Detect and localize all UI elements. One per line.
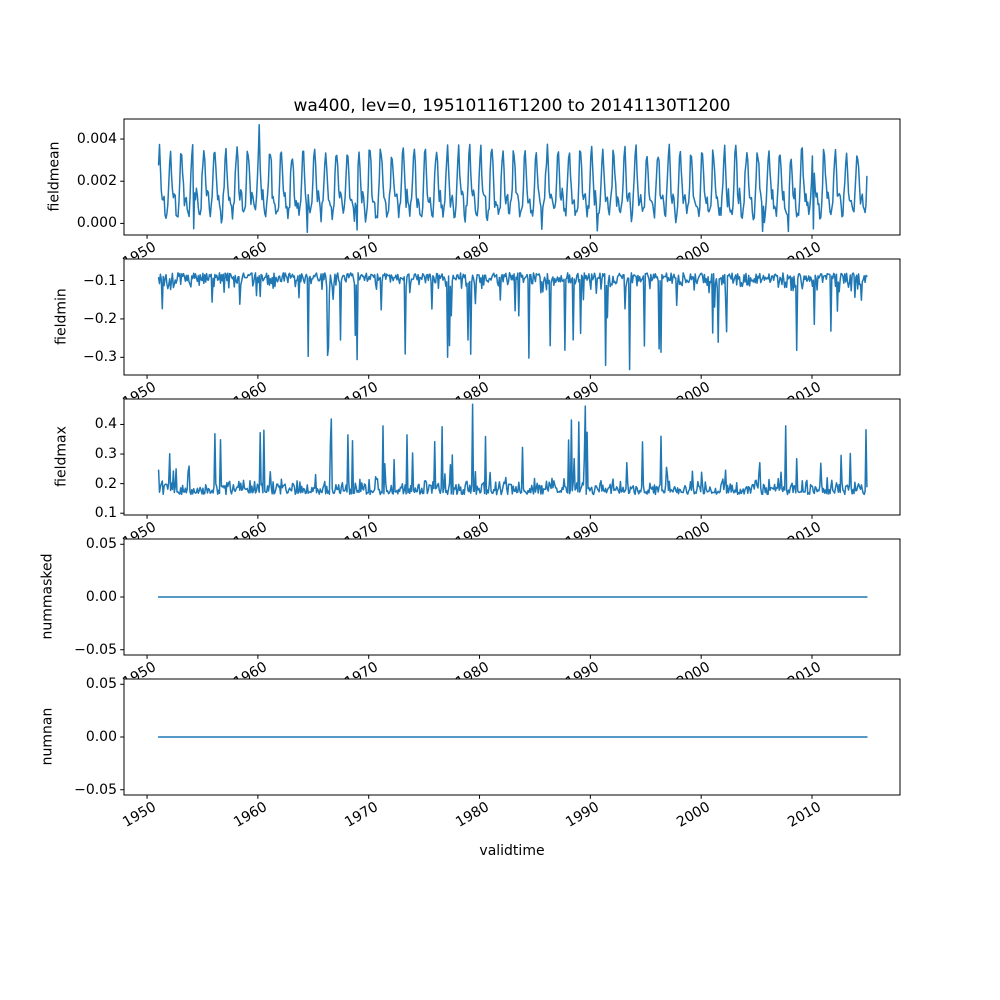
y-tick-label: 0.000 (76, 215, 117, 232)
x-tick-label: 1970 (341, 659, 381, 691)
x-tick-label: 1980 (452, 239, 492, 271)
x-tick-label: 1960 (231, 799, 270, 831)
x-tick-label: 1990 (563, 379, 603, 411)
x-tick-label: 1990 (563, 799, 603, 831)
x-tick-label: 1970 (341, 799, 381, 831)
y-tick-label: 0.00 (85, 589, 117, 605)
x-tick-label: 1970 (341, 519, 381, 551)
x-axis-label: validtime (479, 843, 545, 859)
x-tick-label: 2010 (785, 519, 824, 551)
x-tick-label: 2010 (785, 239, 824, 271)
y-tick-label: 0.1 (94, 505, 117, 522)
x-tick-label: 2000 (674, 519, 714, 551)
y-tick-label: −0.1 (83, 272, 117, 289)
x-tick-label: 2010 (785, 799, 824, 831)
x-tick-label: 2000 (674, 659, 714, 691)
x-tick-label: 1980 (452, 799, 492, 831)
x-tick-label: 2000 (674, 799, 714, 831)
y-tick-label: 0.002 (76, 173, 117, 190)
x-tick-label: 1960 (231, 659, 270, 691)
x-tick-label: 1960 (231, 379, 270, 411)
x-tick-label: 2000 (674, 379, 714, 411)
y-tick-label: 0.004 (76, 131, 117, 148)
x-tick-label: 1980 (452, 379, 492, 411)
x-tick-label: 1970 (341, 239, 381, 271)
x-tick-label: 1970 (341, 379, 381, 411)
x-tick-label: 1980 (452, 659, 492, 691)
y-axis-label-fieldmin: fieldmin (53, 288, 70, 345)
x-tick-label: 2010 (785, 659, 824, 691)
x-tick-label: 2010 (785, 379, 824, 411)
chart-title: wa400, lev=0, 19510116T1200 to 20141130T… (293, 96, 731, 116)
y-tick-label: 0.4 (94, 416, 117, 433)
y-tick-label: 0.05 (85, 676, 117, 693)
x-tick-label: 2000 (674, 239, 714, 271)
y-axis-label-fieldmean: fieldmean (46, 141, 63, 212)
x-tick-label: 1960 (231, 239, 270, 271)
x-tick-label: 1980 (452, 519, 492, 551)
x-tick-label: 1990 (563, 239, 603, 271)
x-tick-label: 1990 (563, 659, 603, 691)
y-tick-label: 0.3 (94, 446, 117, 463)
y-tick-label: −0.2 (83, 310, 117, 327)
y-tick-label: −0.05 (74, 641, 117, 658)
y-axis-label-numnan: numnan (39, 707, 56, 766)
y-tick-label: 0.2 (94, 475, 117, 492)
x-tick-label: 1960 (231, 519, 270, 551)
y-tick-label: 0.05 (85, 536, 117, 553)
y-axis-label-nummasked: nummasked (39, 553, 56, 640)
y-tick-label: −0.3 (83, 349, 117, 366)
y-axis-label-fieldmax: fieldmax (53, 426, 70, 487)
y-tick-label: −0.05 (74, 781, 117, 798)
x-tick-label: 1990 (563, 519, 603, 551)
y-tick-label: 0.00 (85, 729, 117, 745)
x-tick-label: 1950 (120, 799, 160, 831)
